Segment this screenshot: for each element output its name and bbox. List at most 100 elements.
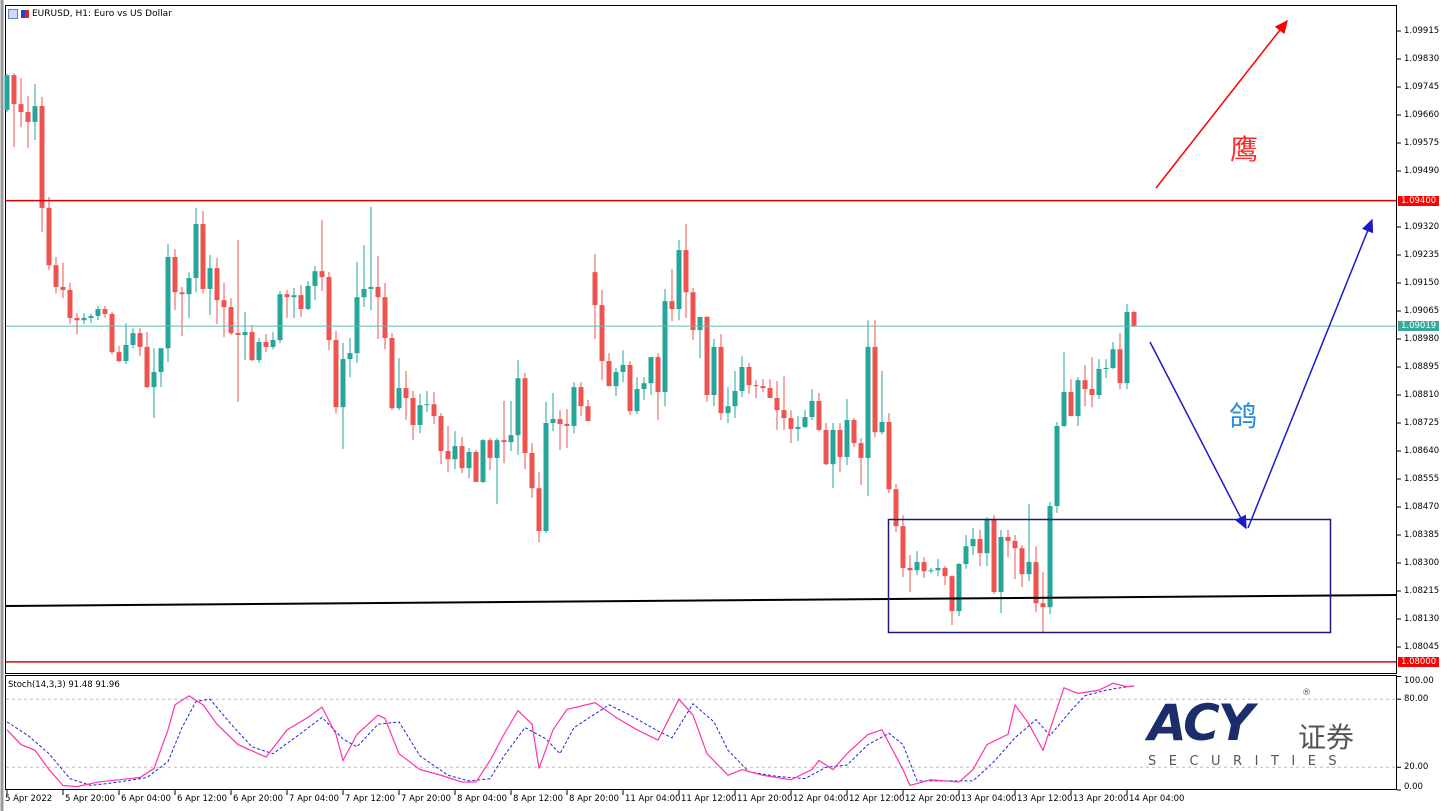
- candle-body: [592, 272, 598, 306]
- candle-body: [970, 538, 976, 547]
- candle-body: [1082, 380, 1088, 390]
- candle-body: [949, 576, 955, 612]
- candle: [725, 387, 731, 423]
- candle-body: [557, 419, 563, 424]
- price-tag: 1.09019: [1398, 321, 1440, 332]
- price-label: 1.09745: [1404, 82, 1440, 92]
- candle: [529, 443, 535, 499]
- candle-body: [186, 278, 192, 295]
- candle-body: [81, 317, 87, 321]
- candle: [1054, 422, 1060, 513]
- candle: [1005, 530, 1011, 558]
- candle: [1110, 341, 1116, 369]
- candle: [1047, 502, 1053, 615]
- candle-body: [32, 106, 38, 122]
- candle-body: [564, 423, 570, 426]
- candle-body: [571, 387, 577, 426]
- price-label: 1.09575: [1404, 138, 1440, 148]
- candle-body: [403, 388, 409, 398]
- logo-brand: ACY: [1148, 694, 1254, 752]
- stoch-k-line: [6, 682, 1135, 788]
- candle: [872, 320, 878, 438]
- acy-logo: ACY ® 证券 SECURITIES: [1148, 688, 1378, 772]
- candle-body: [900, 526, 906, 568]
- candle-body: [620, 365, 626, 372]
- hawk-arrow[interactable]: [1155, 19, 1288, 189]
- candle: [935, 559, 941, 577]
- candle: [662, 288, 668, 407]
- indicator-levels: [6, 698, 1396, 768]
- candle: [144, 332, 150, 389]
- time-label: 11 Apr 20:00: [737, 794, 793, 804]
- candle-body: [11, 75, 17, 105]
- candle-body: [473, 451, 479, 482]
- window-title: EURUSD, H1: Euro vs US Dollar: [32, 9, 172, 19]
- candle: [522, 372, 528, 470]
- price-label: 1.09065: [1404, 306, 1440, 316]
- candle-body: [389, 338, 395, 409]
- candle-body: [893, 489, 899, 527]
- candle: [1040, 572, 1046, 633]
- candle: [473, 450, 479, 482]
- candle-body: [578, 387, 584, 407]
- candle: [11, 73, 17, 147]
- time-label: 7 Apr 12:00: [345, 794, 396, 804]
- candle: [445, 425, 451, 473]
- candle: [1131, 311, 1137, 328]
- candle-body: [515, 378, 521, 436]
- candle-body: [550, 419, 556, 423]
- candle: [571, 382, 577, 434]
- candle-body: [242, 332, 248, 336]
- price-label: 1.08895: [1404, 362, 1440, 372]
- candle-body: [1075, 380, 1081, 417]
- price-label: 1.09915: [1404, 26, 1440, 36]
- candle: [858, 438, 864, 485]
- candle: [263, 334, 269, 353]
- candle: [781, 376, 787, 430]
- candle-body: [711, 346, 717, 395]
- candle-body: [774, 397, 780, 411]
- candle: [648, 357, 654, 395]
- candle: [998, 530, 1004, 614]
- consolidation-box[interactable]: [887, 518, 1332, 634]
- candle-body: [830, 429, 836, 465]
- main-panel-border: [5, 5, 1397, 674]
- time-label: 5 Apr 2022: [5, 794, 53, 804]
- time-label: 7 Apr 20:00: [401, 794, 452, 804]
- price-label: 1.08470: [1404, 502, 1440, 512]
- candle-body: [172, 256, 178, 293]
- candle-body: [459, 446, 465, 469]
- axis-ticks: [6, 30, 1401, 795]
- candle-body: [319, 271, 325, 278]
- candle-body: [844, 420, 850, 457]
- candle: [634, 377, 640, 415]
- candle: [767, 379, 773, 398]
- candle: [1061, 352, 1067, 427]
- symbol-flag-icon: [21, 10, 29, 18]
- trend-line[interactable]: [5, 594, 1397, 607]
- stochastic-lines: [6, 682, 1135, 788]
- logo-cn: 证券: [1298, 721, 1355, 754]
- time-label: 11 Apr 04:00: [625, 794, 681, 804]
- dove-arrow-up[interactable]: [1247, 218, 1374, 529]
- candle: [116, 345, 122, 363]
- candle: [809, 389, 815, 421]
- candle-body: [956, 563, 962, 612]
- candle: [690, 287, 696, 340]
- candle: [788, 410, 794, 444]
- candle: [627, 361, 633, 416]
- candle-body: [207, 268, 213, 289]
- candle: [340, 342, 346, 450]
- price-tag: 1.09400: [1398, 195, 1440, 206]
- candle-body: [536, 488, 542, 532]
- horizontal-lines[interactable]: [6, 199, 1396, 663]
- candle-body: [410, 397, 416, 425]
- candle-body: [116, 352, 122, 362]
- candle: [893, 483, 899, 533]
- candle: [949, 575, 955, 626]
- candle: [375, 255, 381, 339]
- dove-arrow-down[interactable]: [1149, 341, 1247, 530]
- price-label: 1.09660: [1404, 110, 1440, 120]
- candle: [235, 240, 241, 402]
